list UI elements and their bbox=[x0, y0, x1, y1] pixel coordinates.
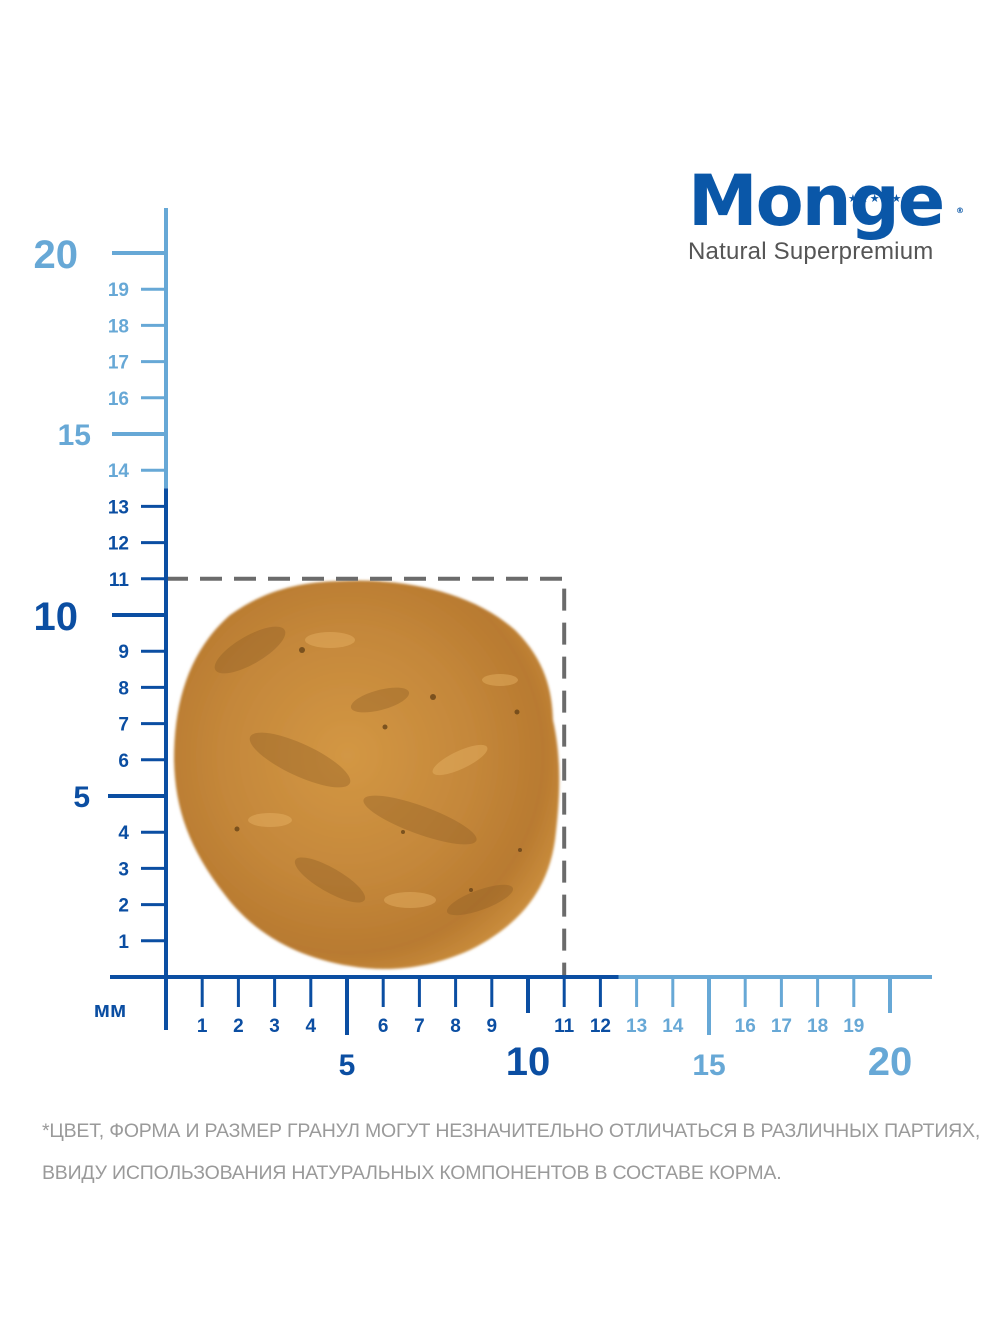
vertical-minor-label: 7 bbox=[118, 715, 129, 736]
horizontal-minor-label: 4 bbox=[306, 1016, 317, 1037]
vertical-minor-label: 2 bbox=[118, 896, 129, 917]
horizontal-major-label: 5 bbox=[339, 1049, 356, 1082]
horizontal-minor-label: 16 bbox=[735, 1016, 756, 1037]
horizontal-minor-label: 14 bbox=[662, 1016, 684, 1037]
vertical-major-label: 15 bbox=[58, 419, 91, 452]
kibble-image bbox=[174, 580, 560, 970]
registered-mark: ® bbox=[956, 206, 964, 215]
vertical-minor-label: 1 bbox=[118, 932, 129, 953]
vertical-major-label: 10 bbox=[34, 595, 79, 639]
vertical-minor-label: 13 bbox=[108, 497, 129, 518]
horizontal-minor-label: 13 bbox=[626, 1016, 647, 1037]
horizontal-minor-label: 19 bbox=[843, 1016, 864, 1037]
horizontal-minor-label: 11 bbox=[554, 1016, 575, 1037]
stars-icon: ★★★★★ bbox=[848, 192, 903, 205]
vertical-minor-label: 16 bbox=[108, 389, 129, 410]
horizontal-minor-label: 8 bbox=[450, 1016, 461, 1037]
vertical-minor-label: 14 bbox=[108, 461, 130, 482]
disclaimer-line-1: *ЦВЕТ, ФОРМА И РАЗМЕР ГРАНУЛ МОГУТ НЕЗНА… bbox=[42, 1120, 981, 1142]
vertical-minor-label: 3 bbox=[118, 859, 129, 880]
horizontal-minor-label: 6 bbox=[378, 1016, 389, 1037]
brand-name: Monge bbox=[688, 160, 945, 242]
horizontal-major-label: 15 bbox=[692, 1049, 725, 1082]
brand-wordmark: Monge ★★★★★ ® bbox=[688, 166, 968, 236]
kibble-size-outline bbox=[166, 576, 567, 977]
horizontal-minor-label: 9 bbox=[487, 1016, 498, 1037]
vertical-minor-label: 19 bbox=[108, 280, 129, 301]
unit-label-mm: мм bbox=[94, 997, 127, 1022]
monge-logo: Monge ★★★★★ ® Natural Superpremium bbox=[688, 166, 968, 266]
horizontal-minor-label: 2 bbox=[233, 1016, 244, 1037]
vertical-major-label: 20 bbox=[34, 233, 79, 277]
horizontal-minor-label: 12 bbox=[590, 1016, 611, 1037]
vertical-minor-label: 9 bbox=[118, 642, 129, 663]
horizontal-minor-label: 18 bbox=[807, 1016, 828, 1037]
horizontal-major-label: 20 bbox=[868, 1040, 913, 1084]
vertical-major-label: 5 bbox=[73, 781, 90, 814]
horizontal-minor-label: 1 bbox=[197, 1016, 208, 1037]
disclaimer-note: *ЦВЕТ, ФОРМА И РАЗМЕР ГРАНУЛ МОГУТ НЕЗНА… bbox=[42, 1110, 982, 1194]
vertical-minor-label: 17 bbox=[108, 353, 129, 374]
disclaimer-line-2: ВВИДУ ИСПОЛЬЗОВАНИЯ НАТУРАЛЬНЫХ КОМПОНЕН… bbox=[42, 1162, 782, 1184]
vertical-minor-label: 6 bbox=[118, 751, 129, 772]
horizontal-minor-label: 7 bbox=[414, 1016, 425, 1037]
vertical-minor-label: 8 bbox=[118, 678, 129, 699]
vertical-minor-label: 12 bbox=[108, 534, 129, 555]
vertical-minor-label: 18 bbox=[108, 316, 129, 337]
brand-tagline: Natural Superpremium bbox=[688, 238, 934, 265]
horizontal-minor-label: 3 bbox=[269, 1016, 280, 1037]
vertical-minor-label: 11 bbox=[109, 570, 130, 591]
horizontal-major-label: 10 bbox=[506, 1040, 551, 1084]
vertical-minor-label: 4 bbox=[118, 823, 129, 844]
horizontal-minor-label: 17 bbox=[771, 1016, 792, 1037]
